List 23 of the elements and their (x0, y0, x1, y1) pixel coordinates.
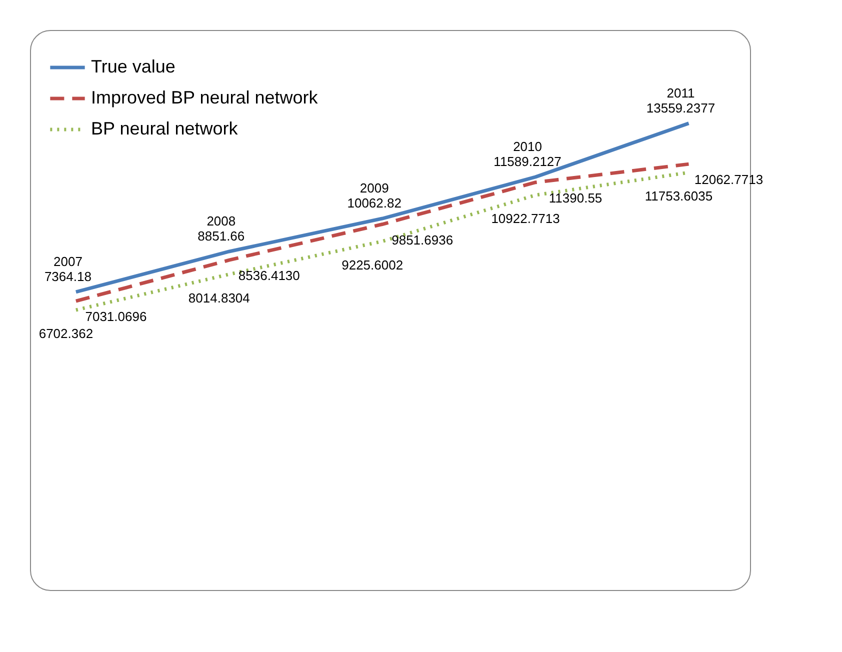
data-label: 8536.4130 (238, 268, 300, 284)
legend-label: Improved BP neural network (91, 88, 319, 108)
x-tick-label: 2008 (206, 213, 236, 228)
data-label: 6702.362 (38, 326, 94, 341)
legend-label: True value (91, 56, 176, 76)
x-tick-label: 2011 (666, 85, 695, 100)
legend-label: BP neural network (91, 118, 239, 138)
data-label: 9851.6936 (392, 232, 454, 248)
data-label: 10062.82 (347, 196, 402, 211)
data-label: 11390.55 (548, 190, 602, 206)
data-label: 10922.7713 (491, 211, 560, 226)
data-label: 9225.6002 (342, 257, 404, 272)
data-label: 7031.0696 (85, 309, 147, 324)
data-label: 11589.2127 (494, 154, 562, 169)
data-label: 8851.66 (198, 228, 245, 244)
x-tick-label: 2009 (360, 180, 389, 196)
x-tick-label: 2007 (53, 254, 82, 269)
x-tick-label: 2010 (513, 138, 542, 154)
data-label: 7364.18 (44, 268, 92, 284)
data-label: 13559.2377 (646, 100, 716, 116)
data-label: 11753.6035 (644, 188, 713, 204)
data-label: 12062.7713 (694, 172, 764, 188)
data-label: 8014.8304 (188, 290, 250, 306)
